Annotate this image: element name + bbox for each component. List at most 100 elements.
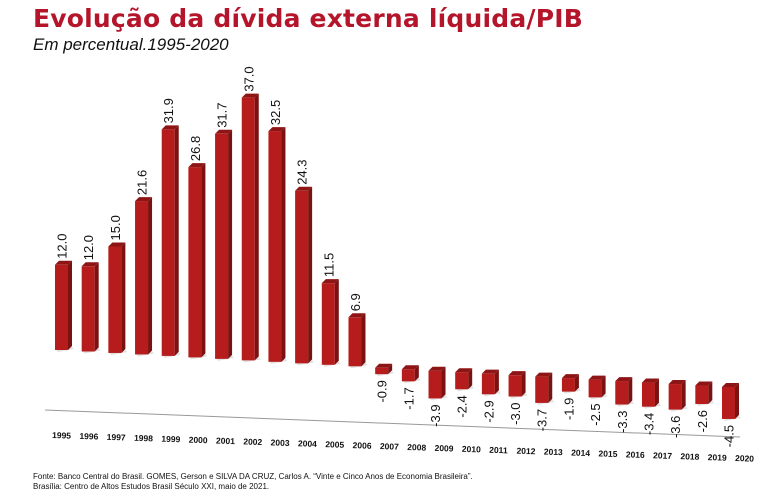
value-label-2000: 26.8 [188,136,203,161]
bar-side [121,242,126,353]
bar-side [388,363,393,375]
x-tick-label-1995: 1995 [52,430,72,441]
bar-top [695,381,713,386]
x-tick-label-2013: 2013 [544,447,564,458]
bar-2007 [375,363,395,377]
bar-2018 [668,380,688,412]
bar-top [401,365,419,370]
bar-2009 [428,366,448,401]
bar-front [321,283,335,365]
bar-side [468,368,473,390]
bar-front [401,369,415,382]
value-label-2013: -3.7 [535,409,550,431]
x-tick-label-2005: 2005 [325,439,345,450]
bar-side [228,129,233,359]
bar-2019 [695,381,715,406]
bar-front [161,129,175,356]
bar-front [188,167,202,358]
bar-top [641,378,659,383]
bar-front [348,317,362,367]
bar-1995 [55,260,74,352]
value-label-2002: 37.0 [241,66,256,91]
bar-2000 [188,163,208,360]
x-tick-label-2019: 2019 [708,452,728,463]
x-tick-label-1999: 1999 [161,434,181,445]
value-label-2012: -3.0 [508,402,523,424]
bar-side [681,380,686,410]
bar-top [268,127,286,132]
x-tick-label-2010: 2010 [462,444,482,455]
bar-2012 [508,371,528,399]
bar-side [574,374,579,392]
value-label-2001: 31.7 [215,102,230,127]
source-line-1: Fonte: Banco Central do Brasil. GOMES, G… [33,472,473,481]
bar-2015 [588,375,608,400]
value-label-1997: 15.0 [108,215,123,240]
value-label-2007: -0.9 [375,380,390,402]
bar-top [535,372,553,377]
bar-front [455,372,469,390]
value-label-2008: -1.7 [401,387,416,409]
x-tick-label-2014: 2014 [571,447,591,458]
bar-top [615,377,633,382]
bar-side [521,371,526,397]
value-label-2020: -4.5 [722,425,737,447]
bar-front [108,246,122,353]
bar-front [268,131,282,362]
bar-side [548,372,553,403]
bar-2001 [215,129,235,361]
bar-top [295,186,313,191]
bar-front [561,378,575,392]
bar-front [615,381,629,405]
bar-2006 [348,313,368,369]
bar-2013 [535,372,555,405]
bar-side [494,369,499,395]
value-label-1998: 21.6 [135,170,150,195]
bar-front [481,373,495,395]
value-label-2014: -1.9 [561,398,576,420]
bar-top [161,125,179,130]
bar-top [508,371,526,376]
bar-2004 [295,186,315,366]
x-tick-label-2009: 2009 [434,443,454,454]
bar-front [81,266,95,352]
value-label-2017: -3.4 [641,413,656,435]
bar-top [455,368,473,373]
bar-2002 [241,93,261,363]
bar-front [722,387,735,419]
x-tick-label-2020: 2020 [735,453,755,464]
bar-2017 [641,378,661,409]
bar-side [735,383,739,419]
bar-side [708,381,713,404]
bar-top [668,380,686,385]
source-note: Fonte: Banco Central do Brasil. GOMES, G… [33,472,473,492]
value-label-2009: -3.9 [428,404,443,426]
x-tick-label-2015: 2015 [598,448,618,459]
x-tick-label-1997: 1997 [107,432,127,443]
bar-2020 [722,383,741,421]
chart-subtitle: Em percentual.1995-2020 [33,35,229,54]
bar-front [55,264,68,350]
bar-top [188,163,206,168]
bar-top [81,262,99,267]
value-label-2011: -2.9 [481,400,496,422]
bar-side [174,125,179,356]
bar-2011 [481,369,501,397]
bar-1998 [135,197,155,357]
bar-top [215,129,233,134]
bar-side [628,377,633,405]
bar-front [428,370,442,399]
x-tick-label-2004: 2004 [298,438,318,449]
value-label-1999: 31.9 [161,98,176,123]
x-tick-label-2003: 2003 [270,437,290,448]
bar-side [308,186,313,364]
bar-2008 [401,365,421,384]
bar-front [135,201,149,355]
bar-top [561,374,579,379]
bar-1999 [161,125,181,358]
bar-side [94,262,99,352]
value-label-2006: 6.9 [348,293,363,311]
x-tick-label-2018: 2018 [680,451,700,462]
bar-side [148,197,153,355]
